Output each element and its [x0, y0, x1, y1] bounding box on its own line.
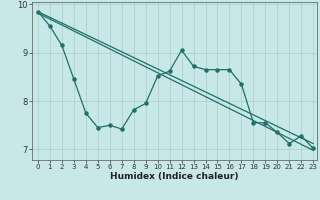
X-axis label: Humidex (Indice chaleur): Humidex (Indice chaleur)	[110, 172, 239, 181]
